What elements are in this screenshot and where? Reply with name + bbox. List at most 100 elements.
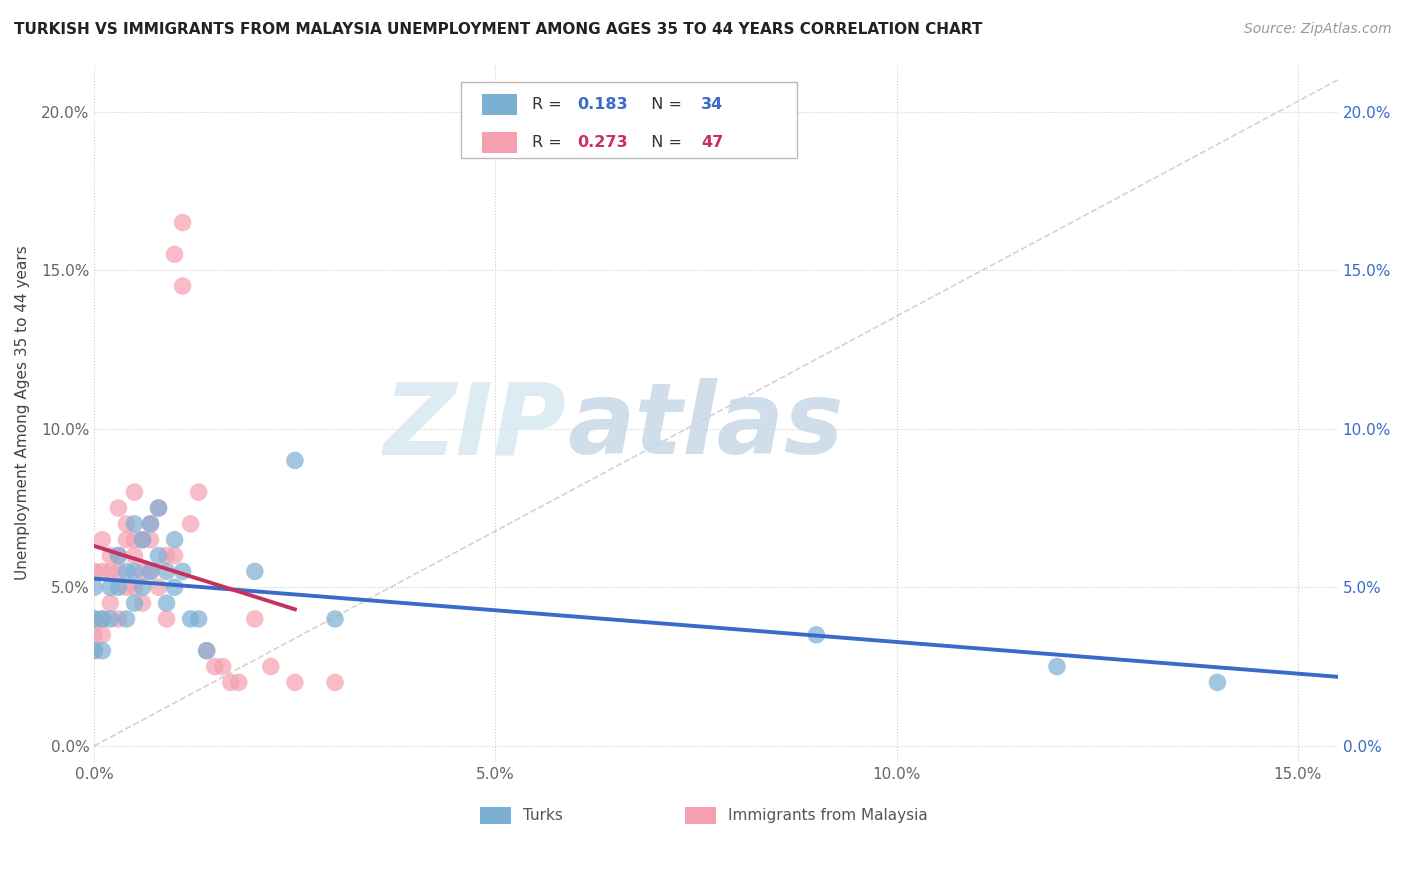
Point <box>1046 659 1069 673</box>
Point <box>284 453 307 467</box>
Point <box>155 612 177 626</box>
Text: 0.183: 0.183 <box>576 97 627 112</box>
Point <box>180 516 202 531</box>
Point <box>91 628 114 642</box>
Point <box>115 612 138 626</box>
Text: ZIP: ZIP <box>384 378 567 475</box>
Point <box>107 500 129 515</box>
Point <box>323 675 346 690</box>
Point <box>124 549 146 563</box>
Point <box>148 500 170 515</box>
Point <box>115 533 138 547</box>
Point <box>219 675 242 690</box>
Point <box>163 549 186 563</box>
Point <box>91 565 114 579</box>
Text: atlas: atlas <box>567 378 844 475</box>
FancyBboxPatch shape <box>479 807 510 824</box>
Point <box>139 533 162 547</box>
Point <box>187 612 209 626</box>
Point <box>83 643 105 657</box>
Point <box>163 533 186 547</box>
Point <box>91 643 114 657</box>
Point <box>163 580 186 594</box>
Point <box>131 565 153 579</box>
Point <box>83 643 105 657</box>
Point <box>83 565 105 579</box>
Point <box>323 612 346 626</box>
Text: Turks: Turks <box>523 808 564 823</box>
FancyBboxPatch shape <box>685 807 716 824</box>
Point <box>172 565 194 579</box>
Point <box>124 596 146 610</box>
Text: 47: 47 <box>702 135 723 150</box>
Point <box>139 565 162 579</box>
Point <box>172 216 194 230</box>
Point <box>148 549 170 563</box>
Point <box>107 580 129 594</box>
Point <box>100 612 122 626</box>
Point <box>139 516 162 531</box>
Text: N =: N = <box>641 97 688 112</box>
Point <box>243 565 266 579</box>
Point <box>148 580 170 594</box>
Point <box>91 612 114 626</box>
Point <box>195 643 218 657</box>
Point <box>124 580 146 594</box>
Point <box>83 612 105 626</box>
FancyBboxPatch shape <box>482 132 517 153</box>
Point <box>139 516 162 531</box>
Point <box>124 533 146 547</box>
Point <box>107 549 129 563</box>
Point <box>100 565 122 579</box>
Point <box>148 500 170 515</box>
Point <box>100 596 122 610</box>
Point <box>83 580 105 594</box>
Point <box>83 628 105 642</box>
Point <box>180 612 202 626</box>
Point <box>131 533 153 547</box>
Point <box>131 580 153 594</box>
Point <box>100 580 122 594</box>
Point <box>155 565 177 579</box>
Point <box>115 565 138 579</box>
Point <box>91 533 114 547</box>
Text: 0.273: 0.273 <box>576 135 627 150</box>
Point <box>172 279 194 293</box>
Point <box>139 565 162 579</box>
Point <box>115 580 138 594</box>
Point <box>155 549 177 563</box>
Point <box>260 659 283 673</box>
Point <box>124 485 146 500</box>
Point <box>1206 675 1229 690</box>
Point <box>806 628 828 642</box>
Point <box>124 516 146 531</box>
Point <box>228 675 250 690</box>
Point <box>107 565 129 579</box>
Text: N =: N = <box>641 135 688 150</box>
Point <box>91 612 114 626</box>
Point <box>211 659 233 673</box>
Text: Immigrants from Malaysia: Immigrants from Malaysia <box>728 808 928 823</box>
Point <box>107 612 129 626</box>
Point <box>115 516 138 531</box>
Point <box>131 596 153 610</box>
Point <box>124 565 146 579</box>
Point <box>163 247 186 261</box>
Point <box>131 533 153 547</box>
Text: R =: R = <box>531 135 567 150</box>
Point <box>284 675 307 690</box>
Point <box>107 549 129 563</box>
FancyBboxPatch shape <box>461 81 797 158</box>
Point <box>195 643 218 657</box>
Text: 34: 34 <box>702 97 723 112</box>
FancyBboxPatch shape <box>482 94 517 115</box>
Point <box>155 596 177 610</box>
Point <box>243 612 266 626</box>
Y-axis label: Unemployment Among Ages 35 to 44 years: Unemployment Among Ages 35 to 44 years <box>15 245 30 580</box>
Text: TURKISH VS IMMIGRANTS FROM MALAYSIA UNEMPLOYMENT AMONG AGES 35 TO 44 YEARS CORRE: TURKISH VS IMMIGRANTS FROM MALAYSIA UNEM… <box>14 22 983 37</box>
Point <box>100 549 122 563</box>
Text: R =: R = <box>531 97 567 112</box>
Text: Source: ZipAtlas.com: Source: ZipAtlas.com <box>1244 22 1392 37</box>
Point <box>83 612 105 626</box>
Point <box>187 485 209 500</box>
